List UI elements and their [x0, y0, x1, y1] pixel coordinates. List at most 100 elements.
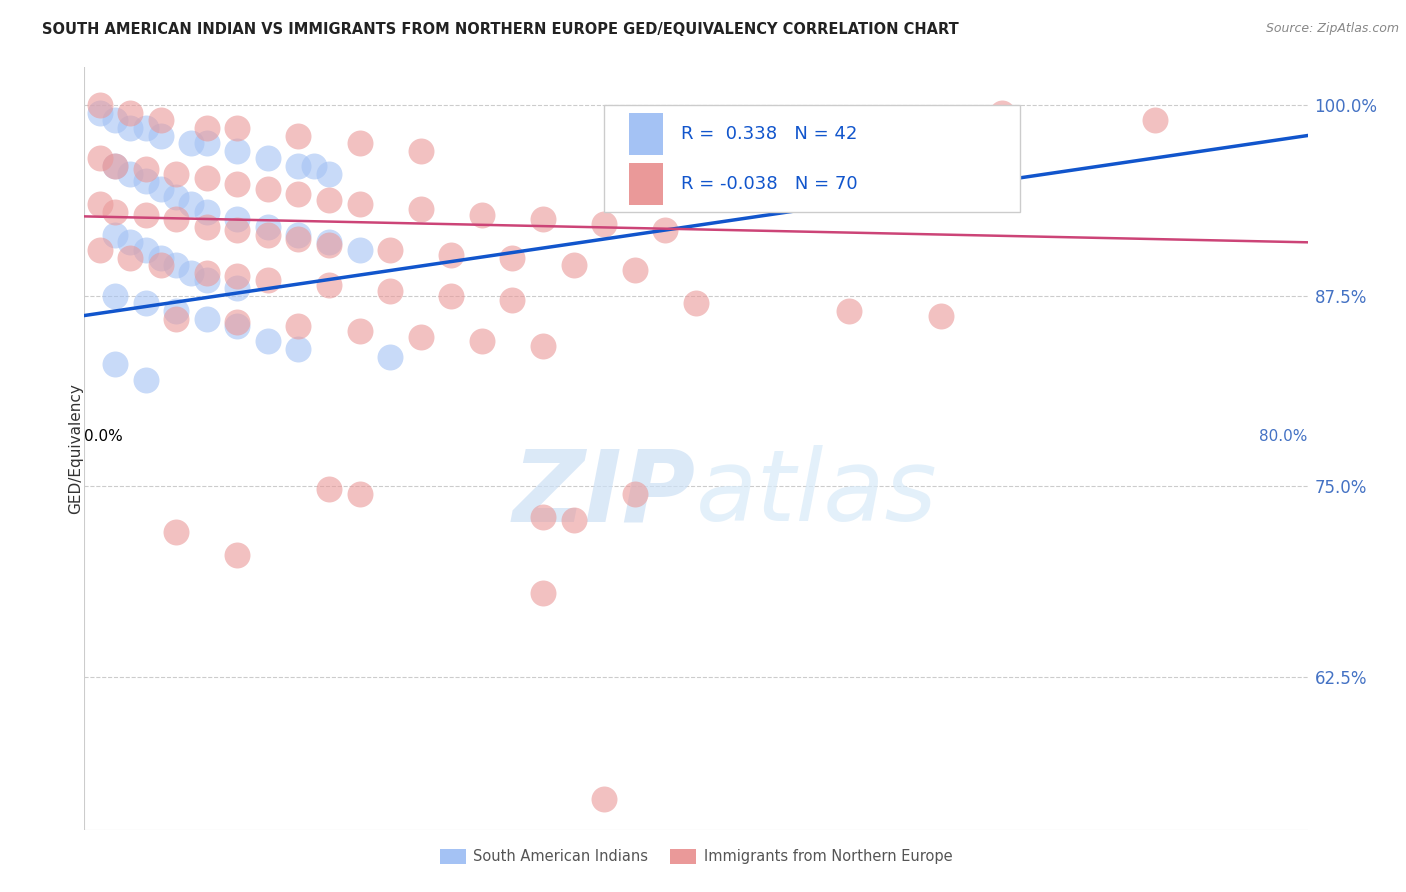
Point: [257, 334, 280, 349]
Point: [165, 525, 187, 540]
Bar: [628, 162, 664, 204]
Point: [380, 350, 402, 364]
Point: [318, 167, 340, 181]
Point: [89, 105, 111, 120]
Point: [149, 128, 172, 143]
Point: [104, 159, 127, 173]
Point: [89, 98, 111, 112]
Point: [104, 204, 127, 219]
Point: [120, 105, 142, 120]
Point: [685, 296, 707, 310]
Point: [149, 182, 172, 196]
Point: [226, 223, 249, 237]
Point: [257, 152, 280, 166]
Legend: South American Indians, Immigrants from Northern Europe: South American Indians, Immigrants from …: [440, 849, 952, 864]
Point: [135, 162, 157, 177]
FancyBboxPatch shape: [605, 105, 1021, 211]
Point: [318, 483, 340, 497]
Point: [226, 178, 249, 192]
Point: [195, 266, 218, 280]
Point: [531, 339, 554, 353]
Point: [287, 342, 309, 356]
Point: [195, 204, 218, 219]
Point: [349, 324, 371, 338]
Point: [120, 167, 142, 181]
Point: [440, 247, 463, 261]
Point: [135, 208, 157, 222]
Point: [287, 159, 309, 173]
Point: [929, 309, 952, 323]
Point: [149, 258, 172, 272]
Point: [562, 513, 585, 527]
Point: [502, 251, 524, 265]
Point: [257, 182, 280, 196]
Point: [135, 243, 157, 257]
Point: [502, 293, 524, 308]
Point: [120, 235, 142, 250]
Point: [165, 212, 187, 227]
Point: [120, 251, 142, 265]
Point: [1143, 113, 1166, 128]
Point: [226, 548, 249, 562]
Point: [89, 243, 111, 257]
Point: [991, 105, 1014, 120]
Point: [165, 258, 187, 272]
Point: [135, 296, 157, 310]
Point: [180, 197, 202, 211]
Text: R =  0.338   N = 42: R = 0.338 N = 42: [682, 125, 858, 143]
Point: [257, 273, 280, 287]
Point: [165, 167, 187, 181]
Point: [380, 243, 402, 257]
Text: 80.0%: 80.0%: [1260, 429, 1308, 444]
Y-axis label: GED/Equivalency: GED/Equivalency: [69, 383, 83, 514]
Point: [226, 281, 249, 295]
Point: [287, 186, 309, 201]
Point: [195, 136, 218, 150]
Point: [226, 212, 249, 227]
Point: [135, 174, 157, 188]
Point: [409, 202, 432, 216]
Point: [318, 278, 340, 293]
Point: [195, 120, 218, 135]
Point: [624, 262, 647, 277]
Text: 0.0%: 0.0%: [84, 429, 124, 444]
Point: [104, 227, 127, 242]
Point: [318, 193, 340, 207]
Point: [195, 273, 218, 287]
Point: [349, 197, 371, 211]
Point: [135, 373, 157, 387]
Point: [471, 334, 494, 349]
Point: [287, 227, 309, 242]
Point: [104, 357, 127, 371]
Point: [562, 258, 585, 272]
Point: [226, 120, 249, 135]
Text: Source: ZipAtlas.com: Source: ZipAtlas.com: [1265, 22, 1399, 36]
Point: [302, 159, 325, 173]
Point: [531, 212, 554, 227]
Point: [226, 268, 249, 283]
Point: [287, 319, 309, 334]
Point: [624, 487, 647, 501]
Point: [120, 120, 142, 135]
Point: [226, 319, 249, 334]
Text: ZIP: ZIP: [513, 445, 696, 542]
Point: [471, 208, 494, 222]
Point: [593, 792, 616, 806]
Point: [165, 311, 187, 326]
Point: [287, 232, 309, 246]
Point: [531, 586, 554, 600]
Point: [380, 284, 402, 298]
Point: [104, 159, 127, 173]
Point: [531, 509, 554, 524]
Point: [838, 304, 860, 318]
Point: [149, 251, 172, 265]
Point: [318, 238, 340, 252]
Point: [409, 330, 432, 344]
Point: [257, 227, 280, 242]
Point: [104, 113, 127, 128]
Point: [195, 171, 218, 186]
Point: [287, 128, 309, 143]
Point: [195, 220, 218, 235]
Point: [440, 288, 463, 302]
Text: atlas: atlas: [696, 445, 938, 542]
